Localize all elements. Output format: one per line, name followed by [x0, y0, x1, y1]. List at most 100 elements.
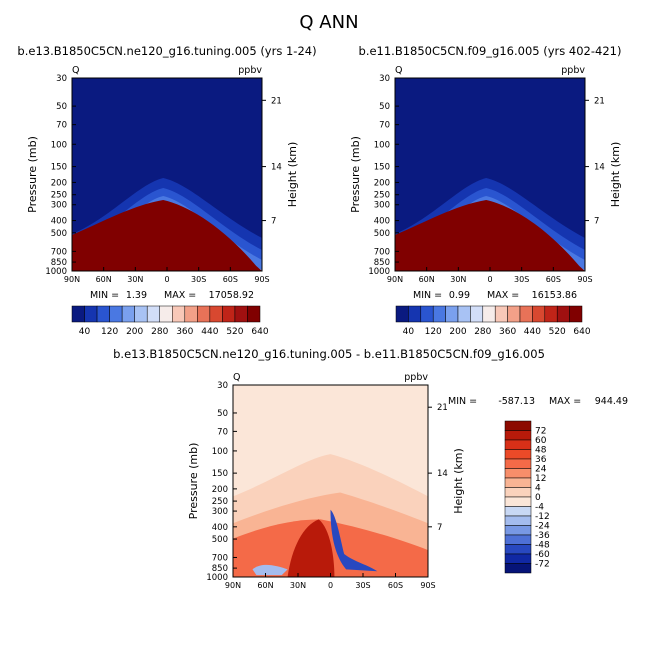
colorbar-label: 12: [535, 474, 546, 484]
colorbar-label: 520: [226, 327, 243, 337]
y-axis-label: Pressure (mb): [349, 136, 362, 213]
colorbar-swatch: [109, 305, 123, 323]
y-tick-label: 70: [379, 121, 390, 131]
colorbar-swatch: [494, 305, 508, 323]
colorbar-swatch: [556, 305, 570, 323]
colorbar-swatch: [504, 477, 532, 488]
y-tick-label: 150: [374, 163, 390, 173]
units-label: ppbv: [238, 65, 262, 76]
x-tick-label: 90N: [64, 275, 80, 284]
y-tick-label: 300: [374, 201, 390, 211]
x-tick-label: 30S: [514, 275, 529, 284]
max-value: 16153.86: [532, 290, 577, 301]
y-tick-label: 300: [212, 507, 228, 517]
field-moist-core: [72, 200, 262, 271]
colorbar-label: 40: [79, 327, 91, 337]
chart-title: b.e13.B1850C5CN.ne120_g16.tuning.005 (yr…: [17, 44, 316, 58]
min-label: MIN =: [413, 290, 442, 301]
colorbar-swatch: [247, 305, 261, 323]
colorbar: 40 120 200 280 360 440 520 640: [395, 305, 591, 337]
colorbar-label: 200: [449, 327, 466, 337]
y-right-tick-label: 14: [437, 469, 448, 479]
colorbar-label: -48: [535, 541, 550, 551]
field-negative-core: [330, 509, 378, 572]
colorbar-swatch: [121, 305, 135, 323]
colorbar-swatch: [445, 305, 459, 323]
colorbar-swatch: [532, 305, 546, 323]
colorbar-label: 280: [151, 327, 168, 337]
colorbar-label: 4: [535, 484, 541, 494]
x-tick-label: 60S: [546, 275, 561, 284]
colorbar-label: 640: [251, 327, 268, 337]
colorbar-swatch: [504, 544, 532, 555]
y-tick-label: 30: [217, 381, 228, 391]
colorbar-swatch: [519, 305, 533, 323]
colorbar-label: 360: [499, 327, 516, 337]
colorbar-swatch: [96, 305, 110, 323]
y-tick-label: 200: [212, 485, 228, 495]
y-tick-label: 100: [51, 140, 67, 150]
colorbar-label: -24: [535, 522, 550, 532]
colorbar-swatch: [184, 305, 198, 323]
x-tick-label: 60S: [223, 275, 238, 284]
x-tick-label: 30N: [127, 275, 143, 284]
colorbar-swatch: [504, 458, 532, 469]
units-label: ppbv: [404, 372, 428, 383]
max-label: MAX =: [549, 396, 581, 407]
y-tick-label: 1000: [368, 267, 390, 277]
colorbar-swatch: [569, 305, 583, 323]
y-tick-label: 70: [217, 427, 228, 437]
max-label: MAX =: [487, 290, 519, 301]
colorbar-swatch: [504, 449, 532, 460]
y-tick-label: 850: [374, 258, 390, 268]
y-right-tick-label: 21: [594, 96, 605, 106]
colorbar-label: 36: [535, 455, 547, 465]
y-tick-label: 400: [374, 217, 390, 227]
colorbar-swatch: [197, 305, 211, 323]
y-right-tick-label: 7: [594, 217, 599, 227]
y-tick-label: 250: [51, 191, 67, 201]
colorbar-swatch: [408, 305, 422, 323]
x-tick-label: 0: [487, 275, 492, 284]
colorbar-swatch: [504, 420, 532, 431]
colorbar-swatch: [222, 305, 236, 323]
colorbar-swatch: [470, 305, 484, 323]
y-tick-label: 100: [374, 140, 390, 150]
y-tick-label: 400: [51, 217, 67, 227]
colorbar-swatch: [146, 305, 160, 323]
x-tick-label: 90S: [254, 275, 269, 284]
y-tick-label: 1000: [206, 573, 228, 583]
y-tick-label: 300: [51, 201, 67, 211]
colorbar-label: 520: [549, 327, 566, 337]
y-tick-label: 500: [212, 535, 228, 545]
colorbar-swatch: [432, 305, 446, 323]
colorbar-swatch: [504, 525, 532, 536]
field-positive-core: [287, 519, 335, 577]
colorbar: 40 120 200 280 360 440 520 640: [71, 305, 269, 337]
colorbar-label: 120: [425, 327, 442, 337]
colorbar-label: -12: [535, 512, 550, 522]
y-tick-label: 500: [51, 229, 67, 239]
colorbar-swatch: [544, 305, 558, 323]
y-tick-label: 700: [51, 247, 67, 257]
y-right-tick-label: 7: [437, 523, 442, 533]
x-tick-label: 30S: [191, 275, 206, 284]
y-axis-label: Pressure (mb): [26, 136, 39, 213]
chart-title: b.e11.B1850C5CN.f09_g16.005 (yrs 402-421…: [359, 44, 622, 58]
colorbar-label: -60: [535, 550, 550, 560]
colorbar-label: -72: [535, 560, 550, 570]
colorbar-swatch: [234, 305, 248, 323]
colorbar-label: 0: [535, 493, 541, 503]
colorbar-label: 120: [101, 327, 118, 337]
colorbar-swatch: [172, 305, 186, 323]
colorbar-swatch: [504, 506, 532, 517]
y-right-axis-label: Height (km): [609, 142, 622, 208]
colorbar-swatch: [504, 553, 532, 564]
x-tick-label: 30N: [290, 581, 306, 590]
colorbar-swatch: [420, 305, 434, 323]
y-tick-label: 70: [56, 121, 67, 131]
colorbar-label: 200: [126, 327, 143, 337]
colorbar-swatch: [84, 305, 98, 323]
